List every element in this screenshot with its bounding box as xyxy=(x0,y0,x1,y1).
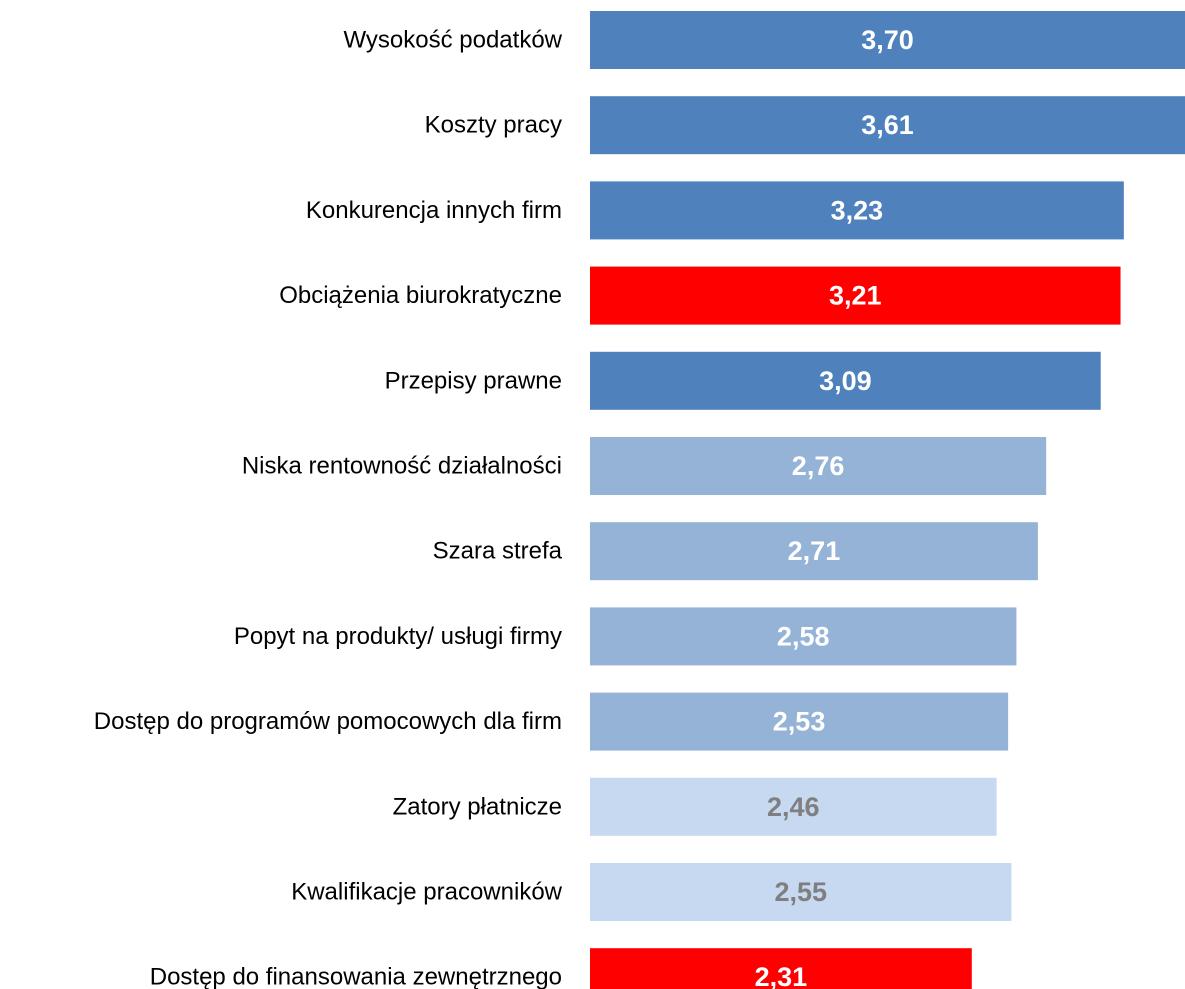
bar xyxy=(590,351,1101,410)
category-label: Dostęp do programów pomocowych dla firm xyxy=(94,708,562,735)
value-label: 2,53 xyxy=(773,707,826,737)
value-label: 2,58 xyxy=(777,621,830,651)
category-label: Dostęp do finansowania zewnętrznego xyxy=(150,964,562,989)
bar xyxy=(590,181,1124,240)
value-label: 3,70 xyxy=(861,25,914,55)
category-label: Wysokość podatków xyxy=(343,27,562,54)
bar xyxy=(590,607,1017,666)
bar xyxy=(590,437,1047,495)
value-label: 2,55 xyxy=(774,877,827,907)
value-label: 3,09 xyxy=(819,366,872,396)
category-label: Obciążenia biurokratyczne xyxy=(279,282,562,309)
bar xyxy=(590,948,972,989)
category-label: Niska rentowność działalności xyxy=(242,453,562,480)
category-label: Przepisy prawne xyxy=(385,367,562,394)
category-label: Koszty pracy xyxy=(425,112,562,139)
value-label: 2,31 xyxy=(755,962,808,989)
plot-area xyxy=(590,11,1185,989)
value-label: 2,76 xyxy=(792,451,845,481)
value-label: 3,61 xyxy=(861,110,914,140)
category-label: Kwalifikacje pracowników xyxy=(291,879,562,906)
value-label: 3,21 xyxy=(829,281,882,311)
bar xyxy=(590,266,1121,325)
bar xyxy=(590,777,997,836)
value-label: 3,23 xyxy=(831,195,884,225)
category-label: Szara strefa xyxy=(433,538,563,565)
bar xyxy=(590,863,1012,921)
bar xyxy=(590,11,1185,69)
bar xyxy=(590,96,1185,155)
bar xyxy=(590,692,1009,751)
value-label: 2,46 xyxy=(767,792,820,822)
category-label: Popyt na produkty/ usługi firmy xyxy=(234,623,562,650)
value-label: 2,71 xyxy=(788,536,841,566)
bar xyxy=(590,522,1038,581)
category-label: Zatory płatnicze xyxy=(393,793,562,820)
category-label: Konkurencja innych firm xyxy=(306,197,562,224)
